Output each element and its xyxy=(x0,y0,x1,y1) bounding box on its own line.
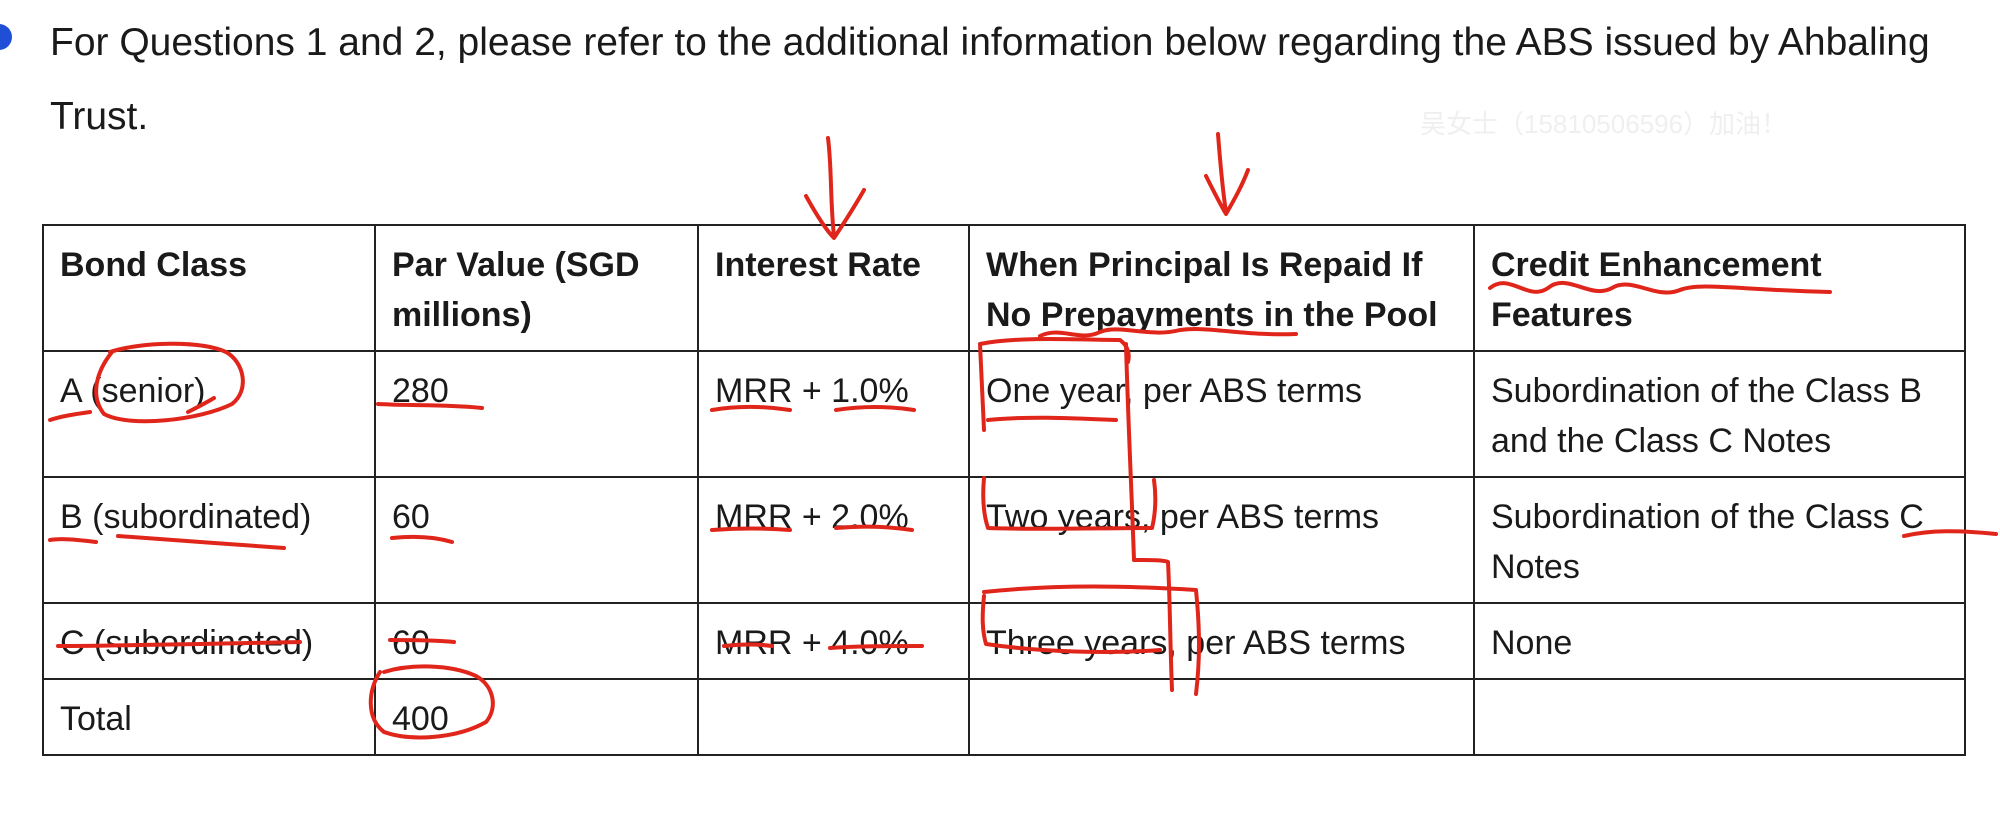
cell-par-value: 280 xyxy=(374,350,699,478)
table-header-row: Bond Class Par Value (SGD millions) Inte… xyxy=(42,224,1966,352)
cell-credit-enhancement: Subordination of the Class B and the Cla… xyxy=(1473,350,1966,478)
cell-bond-class: C (subordinated) xyxy=(42,602,376,680)
cell-principal-repaid: Two years, per ABS terms xyxy=(968,476,1475,604)
cell-interest-rate: MRR + 1.0% xyxy=(697,350,970,478)
header-principal-repaid: When Principal Is Repaid If No Prepaymen… xyxy=(968,224,1475,352)
table-row: B (subordinated) 60 MRR + 2.0% Two years… xyxy=(42,476,1966,604)
cell-par-value: 60 xyxy=(374,602,699,680)
table-row: A (senior) 280 MRR + 1.0% One year, per … xyxy=(42,350,1966,478)
cell-principal-repaid: One year, per ABS terms xyxy=(968,350,1475,478)
header-credit-enhancement: Credit Enhancement Features xyxy=(1473,224,1966,352)
cell-total-par-value: 400 xyxy=(374,678,699,756)
cell-empty xyxy=(1473,678,1966,756)
table-row: C (subordinated) 60 MRR + 4.0% Three yea… xyxy=(42,602,1966,680)
header-interest-rate: Interest Rate xyxy=(697,224,970,352)
watermark: 吴女士（15810506596）加油！ xyxy=(1420,109,1788,139)
cell-interest-rate: MRR + 4.0% xyxy=(697,602,970,680)
cell-total-label: Total xyxy=(42,678,376,756)
cell-bond-class: B (subordinated) xyxy=(42,476,376,604)
cell-principal-repaid: Three years, per ABS terms xyxy=(968,602,1475,680)
bullet-point xyxy=(0,24,12,50)
intro-text: For Questions 1 and 2, please refer to t… xyxy=(50,21,1930,138)
table-total-row: Total 400 xyxy=(42,678,1966,756)
abs-bond-table: Bond Class Par Value (SGD millions) Inte… xyxy=(42,224,1966,756)
cell-credit-enhancement: None xyxy=(1473,602,1966,680)
cell-empty xyxy=(697,678,970,756)
header-bond-class: Bond Class xyxy=(42,224,376,352)
cell-empty xyxy=(968,678,1475,756)
cell-par-value: 60 xyxy=(374,476,699,604)
cell-credit-enhancement: Subordination of the Class C Notes xyxy=(1473,476,1966,604)
header-par-value: Par Value (SGD millions) xyxy=(374,224,699,352)
cell-bond-class: A (senior) xyxy=(42,350,376,478)
cell-interest-rate: MRR + 2.0% xyxy=(697,476,970,604)
